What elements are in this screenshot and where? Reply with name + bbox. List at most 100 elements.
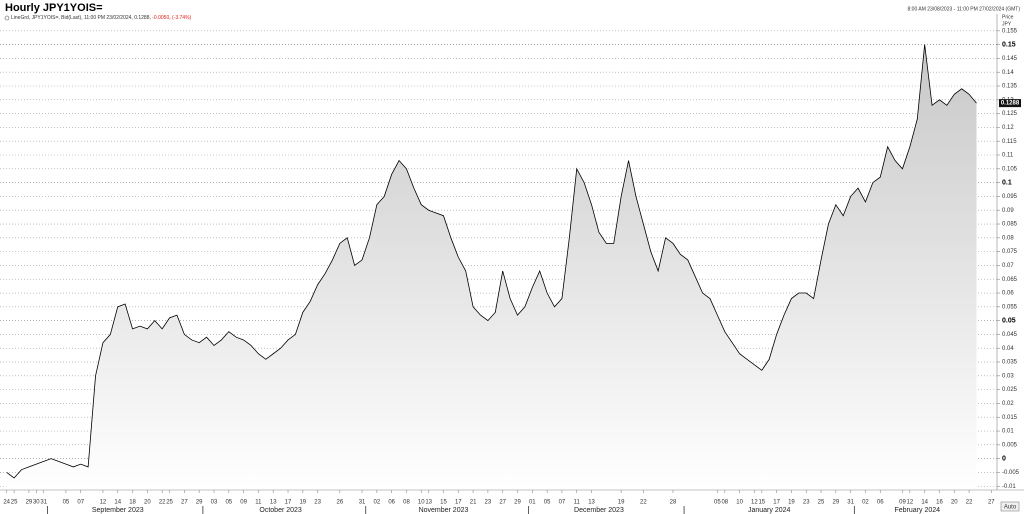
area-fill — [6, 44, 977, 489]
x-tick-label: 13 — [270, 500, 277, 506]
month-label: November 2023 — [419, 507, 469, 514]
legend-separator: , — [169, 15, 172, 21]
x-tick-label: 09 — [240, 500, 247, 506]
x-tick-label: 19 — [299, 500, 306, 506]
y-tick-label: 0.125 — [1002, 111, 1018, 117]
y-tick-label: -0.01 — [1002, 484, 1016, 490]
x-tick-label: 25 — [166, 500, 173, 506]
x-tick-label: 26 — [336, 500, 343, 506]
month-label: January 2024 — [748, 507, 791, 514]
x-tick-label: 28 — [670, 500, 677, 506]
y-tick-label: 0.095 — [1002, 194, 1018, 200]
x-tick-label: 12 — [751, 500, 758, 506]
month-label: December 2023 — [574, 507, 624, 514]
x-tick-label: 13 — [588, 500, 595, 506]
month-label: February 2024 — [895, 507, 941, 514]
x-tick-label: 31 — [847, 500, 854, 506]
chart-title: Hourly JPY1YOIS= — [5, 2, 103, 14]
x-tick-label: 13 — [425, 500, 432, 506]
y-tick-label: 0.01 — [1002, 429, 1014, 435]
x-tick-label: 16 — [936, 500, 943, 506]
x-tick-label: 25 — [818, 500, 825, 506]
y-tick-label: 0.03 — [1002, 373, 1014, 379]
last-price-label: 0.1288 — [1001, 101, 1020, 107]
y-tick-label: 0.06 — [1002, 291, 1014, 297]
y-tick-label: 0.075 — [1002, 249, 1018, 255]
x-tick-label: 27 — [988, 500, 995, 506]
x-tick-label: 17 — [455, 500, 462, 506]
month-label: September 2023 — [92, 507, 144, 514]
x-tick-label: 27 — [499, 500, 506, 506]
x-tick-label: 20 — [951, 500, 958, 506]
x-tick-label: 05 — [714, 500, 721, 506]
y-tick-label: 0.08 — [1002, 235, 1014, 241]
x-tick-label: 07 — [77, 500, 84, 506]
y-tick-label: 0.035 — [1002, 360, 1018, 366]
legend-series: JPY1YOIS= — [32, 15, 59, 21]
y-tick-label: 0 — [1002, 455, 1006, 462]
y-unit: JPY — [1002, 21, 1012, 27]
y-tick-label: 0.115 — [1002, 139, 1017, 145]
x-tick-label: 22 — [159, 500, 166, 506]
x-tick-label: 18 — [129, 500, 136, 506]
x-tick-label: 15 — [758, 500, 765, 506]
x-tick-label: 10 — [418, 500, 425, 506]
y-tick-label: 0.02 — [1002, 401, 1014, 407]
month-label: October 2023 — [259, 507, 302, 514]
x-tick-label: 30 — [33, 500, 40, 506]
y-tick-label: 0.05 — [1002, 317, 1016, 324]
y-tick-label: -0.005 — [1002, 470, 1020, 476]
x-tick-label: 09 — [899, 500, 906, 506]
x-tick-label: 08 — [721, 500, 728, 506]
x-tick-label: 22 — [966, 500, 973, 506]
y-tick-label: 0.15 — [1002, 41, 1016, 48]
legend: LineGrd, JPY1YOIS=, Bid(Last), 11:00 PM … — [11, 15, 192, 21]
x-tick-label: 11 — [574, 500, 581, 506]
x-tick-label: 06 — [877, 500, 884, 506]
y-tick-label: 0.155 — [1002, 28, 1018, 34]
y-tick-label: 0.12 — [1002, 125, 1014, 131]
y-tick-label: 0.07 — [1002, 263, 1014, 269]
x-tick-label: 10 — [736, 500, 743, 506]
x-tick-label: 11 — [255, 500, 262, 506]
x-tick-label: 29 — [514, 500, 521, 506]
x-tick-label: 02 — [374, 500, 381, 506]
x-tick-label: 17 — [773, 500, 780, 506]
x-tick-label: 12 — [100, 500, 107, 506]
auto-button[interactable] — [1000, 501, 1020, 512]
x-tick-label: 17 — [285, 500, 292, 506]
x-tick-label: 29 — [26, 500, 33, 506]
y-tick-label: 0.065 — [1002, 277, 1018, 283]
x-tick-label: 21 — [470, 500, 477, 506]
x-tick-label: 23 — [803, 500, 810, 506]
x-tick-label: 23 — [314, 500, 321, 506]
legend-change: -0.0050 — [152, 15, 169, 21]
legend-pct: (-3.74%) — [172, 15, 192, 21]
y-tick-label: 0.105 — [1002, 166, 1018, 172]
y-tick-label: 0.055 — [1002, 304, 1018, 310]
x-tick-label: 12 — [907, 500, 914, 506]
x-tick-label: 25 — [11, 500, 18, 506]
y-label: Price — [1002, 14, 1014, 20]
x-tick-label: 15 — [440, 500, 447, 506]
x-tick-label: 06 — [388, 500, 395, 506]
y-tick-label: 0.085 — [1002, 222, 1018, 228]
x-tick-label: 20 — [144, 500, 151, 506]
x-tick-label: 14 — [114, 500, 121, 506]
y-tick-label: 0.04 — [1002, 346, 1014, 352]
x-tick-label: 05 — [63, 500, 70, 506]
y-tick-label: 0.045 — [1002, 332, 1018, 338]
auto-button-label[interactable]: Auto — [1004, 505, 1017, 511]
x-tick-label: 24 — [3, 500, 10, 506]
x-tick-label: 27 — [181, 500, 188, 506]
x-tick-label: 31 — [40, 500, 47, 506]
plot — [0, 30, 997, 489]
x-tick-label: 14 — [921, 500, 928, 506]
y-tick-label: 0.015 — [1002, 415, 1018, 421]
x-tick-label: 03 — [211, 500, 218, 506]
x-tick-label: 29 — [196, 500, 203, 506]
legend-details: , Bid(Last), 11:00 PM 23/02/2024, 0.1288… — [58, 15, 152, 21]
y-tick-label: 0.145 — [1002, 56, 1018, 62]
x-tick-label: 01 — [529, 500, 536, 506]
y-tick-label: 0.14 — [1002, 70, 1014, 76]
